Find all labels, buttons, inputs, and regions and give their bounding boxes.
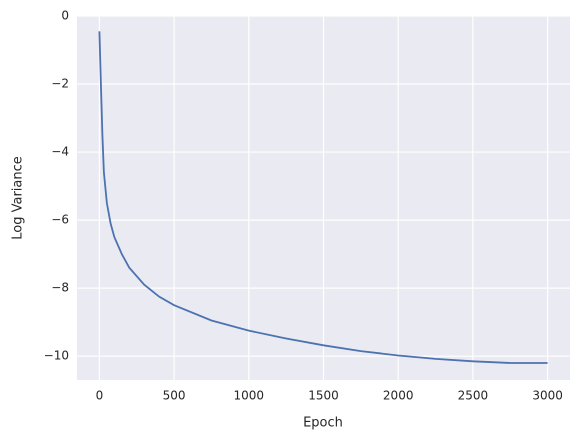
y-tick-label: −8 — [51, 281, 69, 295]
line — [98, 31, 548, 364]
x-tick-label: 500 — [163, 389, 186, 403]
y-tick-label: −2 — [51, 77, 69, 91]
y-tick-label: 0 — [61, 9, 69, 23]
x-tick-label: 1500 — [308, 389, 339, 403]
x-tick-label: 2000 — [383, 389, 414, 403]
y-tick-label: −10 — [44, 349, 69, 363]
x-axis-label: Epoch — [303, 416, 343, 431]
y-tick-label: −6 — [51, 213, 69, 227]
y-tick-label: −4 — [51, 145, 69, 159]
x-tick-label: 0 — [96, 389, 104, 403]
x-tick-label: 3000 — [532, 389, 563, 403]
x-tick-label: 1000 — [234, 389, 265, 403]
x-tick-label: 2500 — [458, 389, 489, 403]
y-axis-label: Log Variance — [11, 156, 26, 240]
